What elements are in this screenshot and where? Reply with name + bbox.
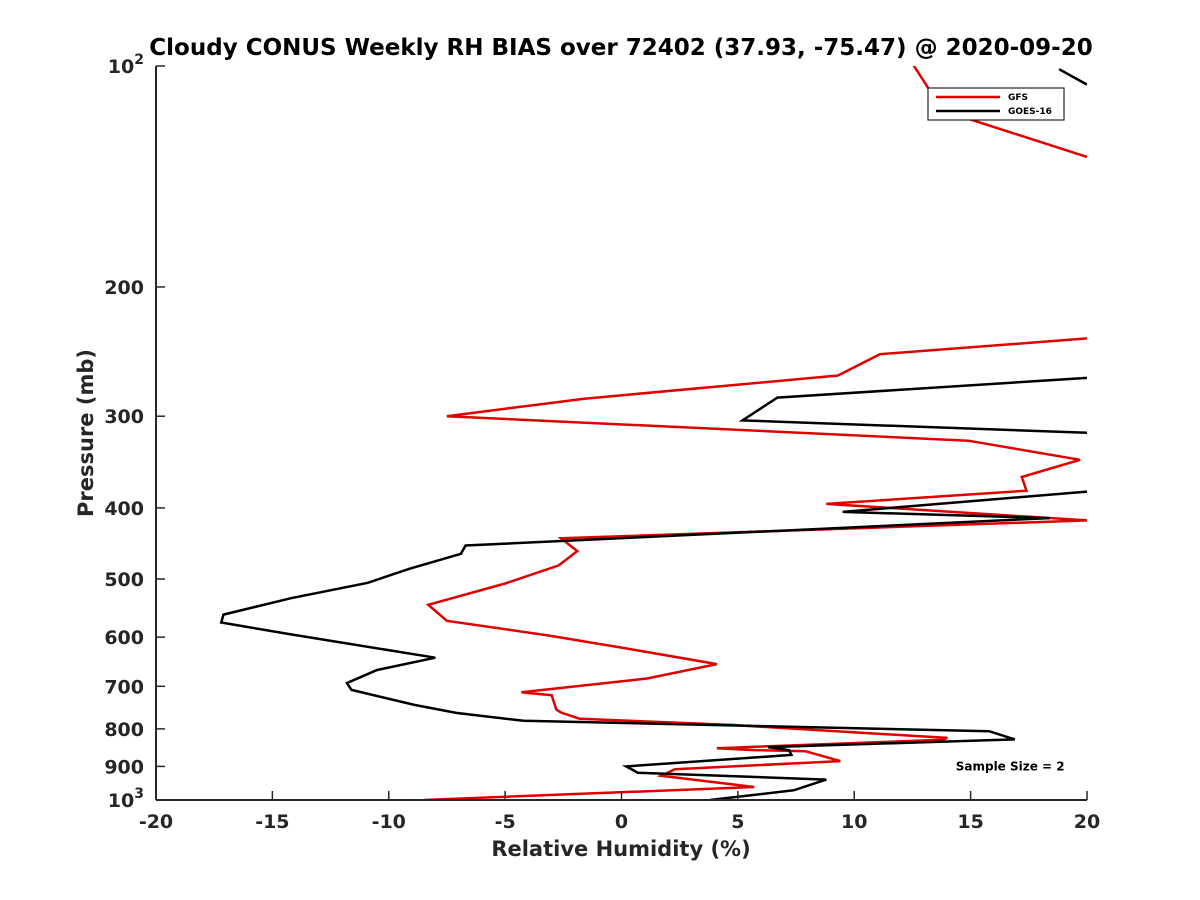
sample-size-annotation: Sample Size = 2 [956, 759, 1065, 773]
y-tick-label: 300 [104, 406, 144, 428]
plot-area [156, 66, 1087, 800]
y-tick-label: 900 [104, 756, 144, 778]
y-tick-label: 400 [104, 498, 144, 520]
y-tick-label: 600 [104, 627, 144, 649]
x-tick-label: -5 [495, 811, 516, 833]
chart-title: Cloudy CONUS Weekly RH BIAS over 72402 (… [149, 35, 1092, 61]
series-line-goes16-2 [219, 490, 1087, 800]
x-tick-label: 5 [731, 811, 744, 833]
y-tick-label: 200 [104, 277, 144, 299]
series-line-goes16-1 [738, 376, 1087, 435]
y-axis-label: Pressure (mb) [74, 349, 98, 517]
legend-box [927, 87, 1065, 121]
legend: GFS GOES-16 [927, 87, 1065, 121]
x-tick-label: 15 [957, 811, 983, 833]
legend-label-gfs: GFS [1008, 93, 1028, 103]
series-line-goes16-0 [1058, 68, 1087, 86]
x-tick-label: -10 [372, 811, 406, 833]
y-tick-label: 800 [104, 719, 144, 741]
x-tick-label: 20 [1074, 811, 1100, 833]
legend-label-goes16: GOES-16 [1008, 107, 1052, 117]
y-tick-label: 102 [108, 52, 144, 78]
series-layer [219, 66, 1087, 800]
y-tick-label: 700 [104, 676, 144, 698]
x-tick-label: 10 [841, 811, 867, 833]
series-line-gfs-1 [423, 337, 1087, 800]
x-tick-label: 0 [615, 811, 628, 833]
x-tick-label: -20 [139, 811, 173, 833]
x-tick-label: -15 [255, 811, 289, 833]
y-tick-label: 103 [108, 786, 144, 812]
ticks-layer: -20 -15 -10 -5 0 5 10 15 20 102 200 300 400 500 600 700… [104, 52, 1100, 833]
x-axis-label: Relative Humidity (%) [491, 837, 750, 861]
y-tick-label: 500 [104, 569, 144, 591]
